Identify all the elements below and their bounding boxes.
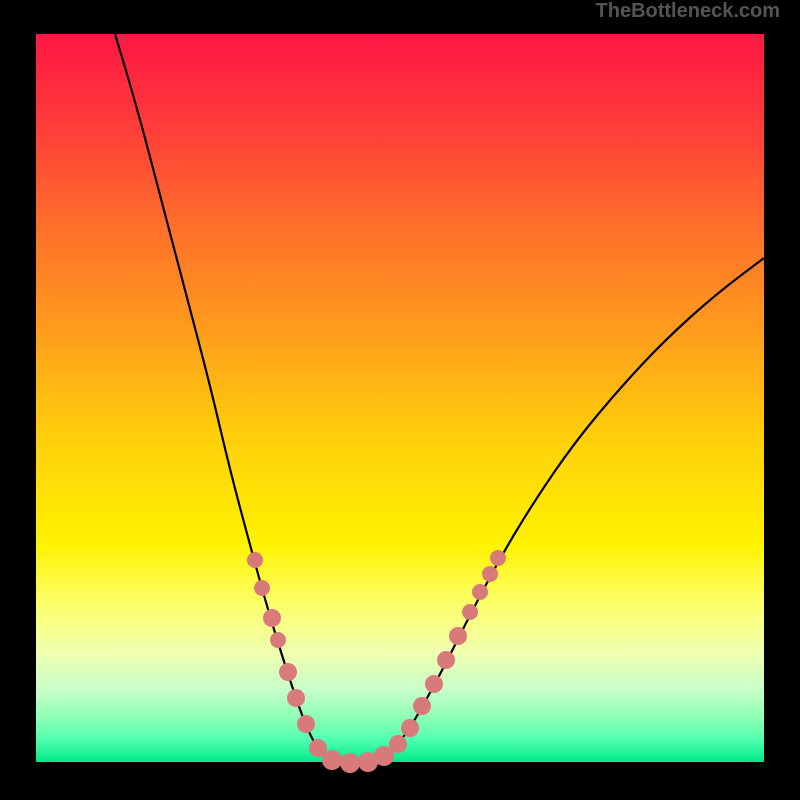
bottleneck-curve-chart (0, 0, 800, 800)
data-marker (263, 609, 281, 627)
data-marker (462, 604, 478, 620)
data-marker (482, 566, 498, 582)
data-marker (254, 580, 270, 596)
data-marker (490, 550, 506, 566)
watermark-text: TheBottleneck.com (596, 0, 780, 23)
data-marker (389, 735, 407, 753)
data-marker (472, 584, 488, 600)
data-marker (340, 753, 360, 773)
data-marker (413, 697, 431, 715)
data-marker (322, 750, 342, 770)
data-marker (270, 632, 286, 648)
data-marker (247, 552, 263, 568)
data-marker (437, 651, 455, 669)
data-marker (401, 719, 419, 737)
data-marker (279, 663, 297, 681)
data-marker (287, 689, 305, 707)
chart-container: TheBottleneck.com (0, 0, 800, 800)
data-marker (297, 715, 315, 733)
data-marker (425, 675, 443, 693)
data-marker (449, 627, 467, 645)
